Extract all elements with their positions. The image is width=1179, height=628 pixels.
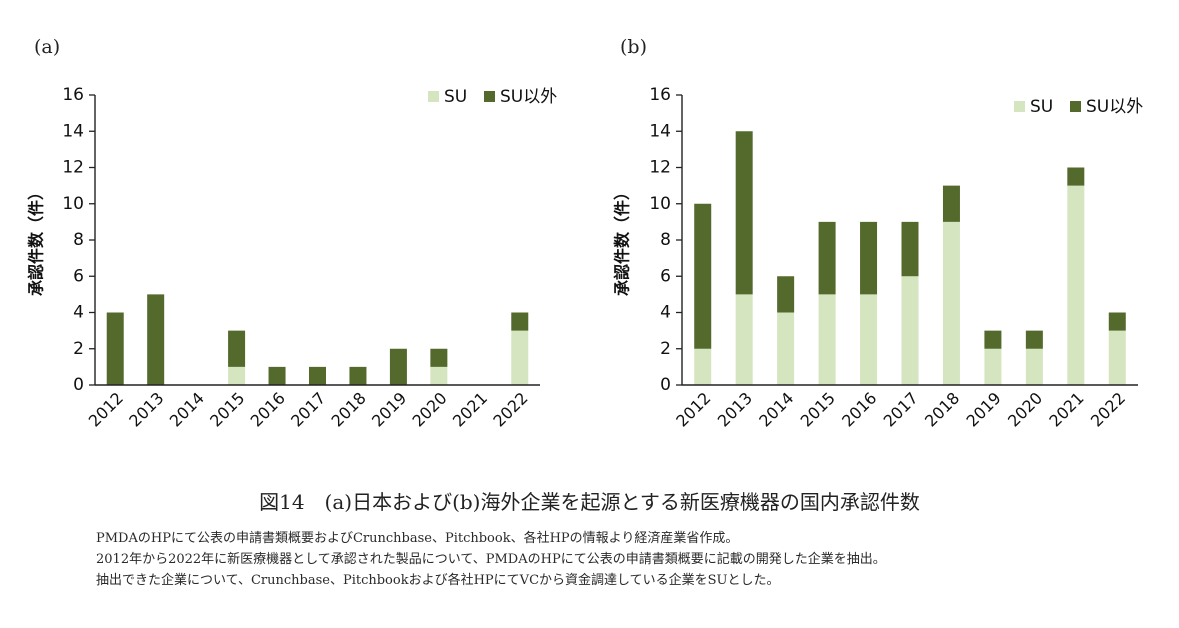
x-tick-label-2013: 2013 xyxy=(125,388,167,430)
bar-non-su-2013 xyxy=(147,294,165,385)
bar-su-2020 xyxy=(430,366,448,385)
y-axis-title-b: 承認件数（件） xyxy=(613,184,632,296)
note-line-3: 抽出できた企業について、Crunchbase、Pitchbookおよび各社HPに… xyxy=(96,573,780,588)
bar-non-su-2016 xyxy=(268,366,286,385)
y-tick-label: 2 xyxy=(73,339,84,359)
bar-su-2021 xyxy=(1067,185,1085,385)
x-tick-label-2017: 2017 xyxy=(880,388,922,430)
y-tick-label: 4 xyxy=(73,303,84,323)
bar-non-su-2012 xyxy=(106,312,124,385)
y-tick-label: 12 xyxy=(62,158,84,178)
x-tick-label-2014: 2014 xyxy=(166,388,208,430)
bar-su-2018 xyxy=(942,221,960,385)
legend-swatch-su xyxy=(428,91,439,102)
y-tick-label: 4 xyxy=(660,303,671,323)
y-tick-label: 10 xyxy=(62,194,84,214)
y-tick-label: 2 xyxy=(660,339,671,359)
bar-su-2017 xyxy=(901,276,919,385)
x-tick-label-2012: 2012 xyxy=(672,388,714,430)
bar-su-2015 xyxy=(228,366,246,385)
bar-non-su-2012 xyxy=(694,203,712,349)
bar-non-su-2017 xyxy=(309,366,326,385)
bar-su-2014 xyxy=(777,312,795,385)
note-line-1: PMDAのHPにて公表の申請書類概要およびCrunchbase、Pitchboo… xyxy=(96,531,739,546)
y-tick-label: 6 xyxy=(73,266,84,286)
x-tick-label-2018: 2018 xyxy=(328,388,370,430)
x-tick-label-2014: 2014 xyxy=(755,388,797,430)
x-tick-label-2016: 2016 xyxy=(247,388,289,430)
y-tick-label: 16 xyxy=(649,85,671,105)
x-tick-label-2019: 2019 xyxy=(963,388,1005,430)
bar-su-2019 xyxy=(984,348,1002,385)
bar-su-2020 xyxy=(1025,348,1043,385)
x-tick-label-2015: 2015 xyxy=(797,388,839,430)
y-tick-label: 0 xyxy=(660,375,671,395)
figure-caption: 図14 (a)日本および(b)海外企業を起源とする新医療機器の国内承認件数 xyxy=(259,490,920,514)
panel-label-b: (b) xyxy=(620,36,647,58)
x-tick-label-2018: 2018 xyxy=(921,388,963,430)
x-tick-label-2017: 2017 xyxy=(287,388,329,430)
bar-su-2015 xyxy=(818,294,836,385)
bar-non-su-2017 xyxy=(901,221,919,277)
panel-label-a: (a) xyxy=(34,36,60,58)
bar-non-su-2018 xyxy=(942,185,960,222)
bar-non-su-2020 xyxy=(1025,330,1043,349)
y-tick-label: 8 xyxy=(660,230,671,250)
legend-swatch-non-su xyxy=(1070,101,1081,112)
bar-su-2012 xyxy=(694,348,712,385)
y-tick-label: 12 xyxy=(649,158,671,178)
x-tick-label-2015: 2015 xyxy=(206,388,248,430)
bar-non-su-2021 xyxy=(1067,167,1085,186)
bar-su-2022 xyxy=(1108,330,1126,385)
bar-non-su-2019 xyxy=(984,330,1002,349)
legend-label-non-su: SU以外 xyxy=(1086,97,1143,117)
chart-panel-a: (a)承認件数（件）024681012141620122013201420152… xyxy=(27,36,558,431)
x-tick-label-2013: 2013 xyxy=(714,388,756,430)
bar-su-2022 xyxy=(511,330,529,385)
y-tick-label: 8 xyxy=(73,230,84,250)
x-tick-label-2022: 2022 xyxy=(1087,388,1129,430)
legend-swatch-su xyxy=(1014,101,1025,112)
y-tick-label: 14 xyxy=(649,121,671,141)
x-tick-label-2021: 2021 xyxy=(1045,388,1087,430)
note-line-2: 2012年から2022年に新医療機器として承認された製品について、PMDAのHP… xyxy=(96,552,886,567)
x-tick-label-2022: 2022 xyxy=(489,388,531,430)
y-tick-label: 0 xyxy=(73,375,84,395)
legend-swatch-non-su xyxy=(484,91,495,102)
x-tick-label-2020: 2020 xyxy=(408,388,450,430)
bar-non-su-2015 xyxy=(228,330,246,367)
x-tick-label-2021: 2021 xyxy=(449,388,491,430)
bar-non-su-2013 xyxy=(735,131,753,295)
legend-label-su: SU xyxy=(1030,97,1053,117)
x-tick-label-2016: 2016 xyxy=(838,388,880,430)
legend-label-su: SU xyxy=(444,87,467,107)
bar-non-su-2022 xyxy=(1108,312,1126,331)
y-tick-label: 6 xyxy=(660,266,671,286)
legend-label-non-su: SU以外 xyxy=(500,87,557,107)
y-tick-label: 10 xyxy=(649,194,671,214)
y-tick-label: 14 xyxy=(62,121,84,141)
bar-su-2013 xyxy=(735,294,753,385)
bar-non-su-2015 xyxy=(818,221,836,295)
bar-non-su-2022 xyxy=(511,312,529,331)
bar-non-su-2014 xyxy=(777,276,795,313)
x-tick-label-2019: 2019 xyxy=(368,388,410,430)
y-axis-title-a: 承認件数（件） xyxy=(27,184,46,296)
x-tick-label-2020: 2020 xyxy=(1004,388,1046,430)
bar-non-su-2019 xyxy=(389,348,407,385)
bar-su-2016 xyxy=(860,294,878,385)
y-tick-label: 16 xyxy=(62,85,84,105)
bar-non-su-2020 xyxy=(430,348,448,367)
x-tick-label-2012: 2012 xyxy=(85,388,127,430)
figure-notes: PMDAのHPにて公表の申請書類概要およびCrunchbase、Pitchboo… xyxy=(96,528,886,591)
figure-14-charts: (a)承認件数（件）024681012141620122013201420152… xyxy=(27,36,1144,431)
bar-non-su-2018 xyxy=(349,366,367,385)
bar-non-su-2016 xyxy=(860,221,878,295)
